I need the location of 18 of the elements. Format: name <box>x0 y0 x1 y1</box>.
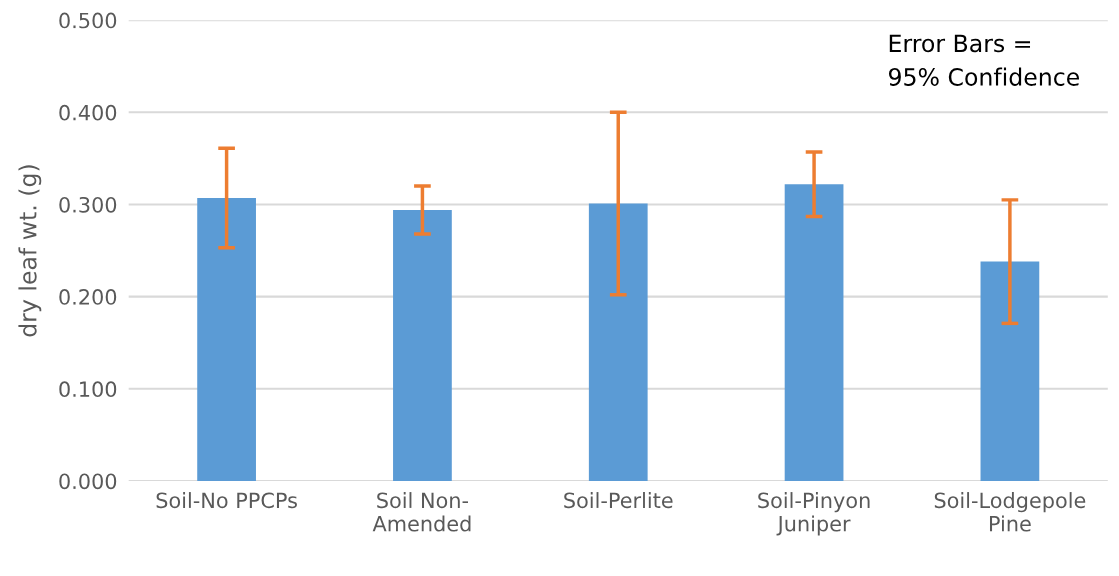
y-tick-label: 0.400 <box>59 104 117 121</box>
annotation: Error Bars = 95% Confidence <box>888 34 1079 86</box>
bar <box>588 203 648 481</box>
y-axis-title: dry leaf wt. (g) <box>18 165 42 337</box>
bar <box>197 198 256 481</box>
y-tick-label: 0.200 <box>59 289 117 305</box>
y-tick-label: 0.300 <box>59 196 117 213</box>
y-tick-label: 0.500 <box>59 12 117 29</box>
y-tick-label: 0.100 <box>59 381 117 398</box>
x-tick-label: Soil-Perlite <box>564 492 673 509</box>
x-tick-label: Soil Non- Amended <box>372 492 471 532</box>
bar <box>784 184 844 481</box>
bar <box>980 261 1040 481</box>
x-tick-label: Soil-Pinyon Juniper <box>758 492 870 536</box>
x-tick-label: Soil-No PPCPs <box>156 492 297 509</box>
y-tick-label: 0.000 <box>59 473 117 490</box>
bar <box>393 210 452 481</box>
x-tick-label: Soil-Lodgepole Pine <box>934 492 1086 532</box>
